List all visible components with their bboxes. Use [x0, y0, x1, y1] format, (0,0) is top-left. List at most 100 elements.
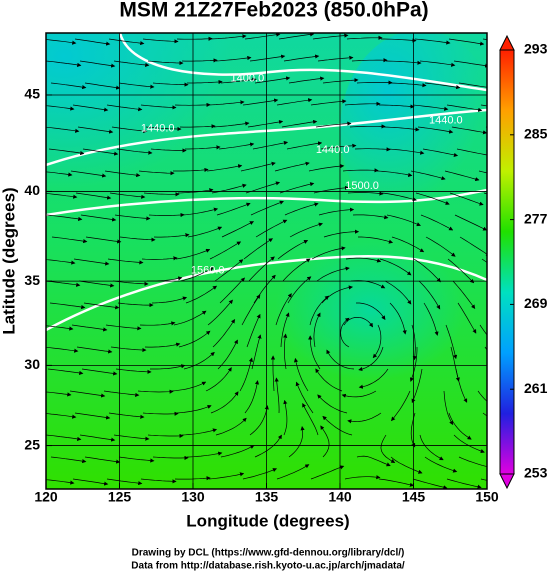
streamline: [412, 104, 449, 111]
streamline: [77, 126, 114, 134]
streamline: [243, 238, 273, 260]
streamline: [386, 214, 421, 227]
colorbar-extend: [499, 34, 515, 51]
streamline: [414, 38, 451, 45]
streamline: [391, 390, 411, 422]
streamline: [46, 105, 75, 111]
y-tick-label: 35: [24, 272, 40, 288]
streamline: [210, 34, 247, 40]
streamline: [116, 148, 153, 155]
streamline: [282, 258, 311, 282]
streamline: [78, 280, 115, 288]
colorbar-tick-label: 285: [524, 126, 548, 142]
streamline: [82, 148, 119, 156]
streamline: [142, 38, 179, 44]
colorbar-extend: [499, 473, 515, 490]
streamline: [445, 324, 458, 360]
streamline: [284, 202, 319, 216]
streamline: [419, 434, 444, 461]
streamline: [288, 76, 325, 84]
streamline: [185, 145, 221, 150]
streamline: [420, 214, 454, 231]
streamline: [46, 391, 72, 397]
streamline: [411, 368, 423, 404]
streamline: [252, 140, 289, 150]
streamline: [274, 377, 280, 414]
streamline: [356, 80, 393, 85]
streamline: [276, 98, 313, 106]
streamline: [419, 60, 456, 67]
streamline: [70, 170, 107, 178]
streamline: [84, 82, 121, 90]
streamline: [145, 126, 182, 132]
streamline: [345, 257, 382, 263]
streamline: [140, 478, 177, 484]
streamline: [448, 412, 472, 440]
cold-region: [275, 240, 465, 380]
x-tick-label: 130: [181, 489, 205, 505]
streamline: [74, 412, 111, 420]
streamline: [276, 464, 310, 480]
streamline: [247, 119, 284, 128]
y-tick-label: 25: [24, 436, 40, 452]
streamline: [177, 188, 214, 194]
x-tick-label: 120: [34, 489, 58, 505]
streamline: [187, 226, 223, 238]
streamline: [458, 82, 487, 88]
streamline: [46, 413, 77, 419]
streamline: [214, 259, 244, 282]
streamline: [250, 200, 284, 216]
x-tick-label: 135: [255, 489, 279, 505]
streamline: [46, 39, 77, 45]
contour-line: [46, 108, 487, 167]
streamline: [143, 192, 180, 197]
streamline: [281, 119, 318, 128]
streamline: [477, 390, 487, 402]
streamline: [213, 121, 250, 128]
streamline: [180, 267, 214, 282]
streamline: [173, 167, 209, 172]
streamline: [207, 299, 233, 326]
x-tick-label: 150: [475, 489, 499, 505]
streamline: [108, 38, 145, 46]
streamline: [244, 33, 281, 40]
streamline: [447, 258, 475, 284]
streamline: [424, 82, 461, 90]
streamline: [114, 214, 151, 221]
streamline: [278, 33, 315, 40]
streamline: [50, 82, 87, 90]
streamline: [46, 171, 73, 177]
streamline: [46, 259, 76, 265]
streamline: [117, 302, 154, 308]
streamline: [239, 357, 253, 392]
streamline: [385, 60, 422, 65]
streamline: [456, 148, 487, 156]
streamline: [171, 381, 207, 392]
streamline: [69, 390, 106, 398]
streamline: [46, 325, 74, 331]
streamline: [255, 219, 288, 238]
streamline: [181, 58, 218, 63]
streamline: [347, 412, 382, 424]
streamline: [110, 346, 147, 353]
credit: Data from http://database.rish.kyoto-u.a…: [131, 561, 405, 572]
streamline: [372, 324, 382, 359]
streamline: [312, 33, 349, 40]
streamline: [182, 207, 219, 216]
streamline: [50, 456, 87, 464]
streamline: [277, 240, 309, 260]
streamline: [384, 280, 412, 305]
streamline: [151, 296, 188, 304]
streamline: [418, 280, 441, 310]
streamline: [242, 468, 278, 480]
contour-line: [46, 188, 487, 217]
streamline: [46, 280, 81, 287]
streamline: [79, 434, 116, 442]
streamline: [178, 330, 211, 348]
streamline: [448, 38, 485, 46]
streamline: [381, 192, 417, 202]
streamline: [47, 368, 84, 375]
streamline: [212, 319, 236, 348]
streamline: [219, 277, 245, 304]
streamline: [106, 478, 143, 486]
